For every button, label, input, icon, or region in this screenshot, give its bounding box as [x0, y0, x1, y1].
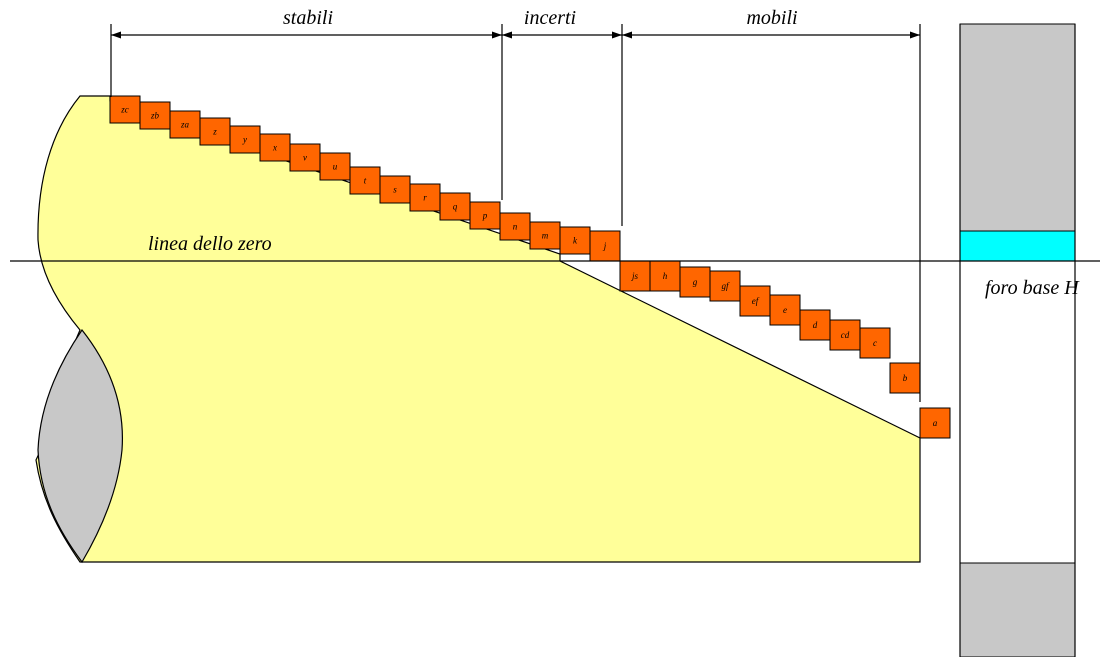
- deviation-box-v: v: [289, 143, 321, 172]
- deviation-box-y: y: [229, 125, 261, 154]
- deviation-box-z: z: [199, 117, 231, 146]
- deviation-box-u: u: [319, 152, 351, 181]
- deviation-box-m: m: [529, 221, 561, 250]
- deviation-code: u: [333, 162, 338, 172]
- deviation-code: h: [663, 271, 668, 281]
- deviation-box-h: h: [649, 260, 681, 292]
- shaft-section: [37, 328, 124, 564]
- deviation-box-p: p: [469, 201, 501, 230]
- deviation-box-x: x: [259, 133, 291, 162]
- deviation-code: m: [542, 231, 549, 241]
- deviation-box-c: c: [859, 327, 891, 359]
- deviation-code: b: [903, 373, 908, 383]
- label-stabili: stabili: [283, 7, 333, 29]
- hole-wall-bottom: [959, 562, 1076, 657]
- deviation-code: p: [482, 211, 488, 221]
- hole-part: [959, 23, 1076, 657]
- deviation-box-zc: zc: [109, 95, 141, 124]
- deviation-box-r: r: [409, 183, 441, 212]
- deviation-box-b: b: [889, 362, 921, 394]
- deviation-code: t: [364, 176, 367, 186]
- deviation-box-k: k: [559, 226, 591, 255]
- deviation-code: ef: [752, 296, 760, 306]
- hole-wall-top: [959, 23, 1076, 232]
- deviation-code: q: [453, 202, 458, 212]
- deviation-code: c: [873, 338, 877, 348]
- deviation-box-t: t: [349, 166, 381, 195]
- hole-tolerance-zone: [959, 230, 1076, 262]
- deviation-box-ef: ef: [739, 285, 771, 317]
- deviation-box-zb: zb: [139, 101, 171, 130]
- label-mobili: mobili: [746, 7, 797, 29]
- deviation-code: zc: [120, 105, 129, 115]
- dimension-arrows: [111, 31, 920, 39]
- deviation-code: v: [303, 153, 307, 163]
- deviation-code: j: [603, 241, 607, 251]
- deviation-box-za: za: [169, 110, 201, 139]
- deviation-code: n: [513, 222, 518, 232]
- deviation-box-cd: cd: [829, 319, 861, 351]
- deviation-code: a: [933, 418, 938, 428]
- deviation-box-a: a: [919, 407, 951, 439]
- deviation-box-g: g: [679, 266, 711, 298]
- deviation-box-d: d: [799, 309, 831, 341]
- deviation-box-e: e: [769, 294, 801, 326]
- deviation-box-gf: gf: [709, 270, 741, 302]
- deviation-code: y: [242, 135, 247, 145]
- deviation-code: cd: [841, 330, 850, 340]
- deviation-box-js: js: [619, 260, 651, 292]
- deviation-code: e: [783, 305, 787, 315]
- deviation-code: k: [573, 236, 578, 246]
- deviation-boxes: zc zb za z y x v u t s r q p n m k j js h g gf ef e d cd c b a: [109, 95, 951, 439]
- label-hole-base: foro base H: [985, 277, 1080, 299]
- deviation-box-n: n: [499, 212, 531, 241]
- dimension-lines: [110, 24, 921, 402]
- deviation-code: d: [813, 320, 818, 330]
- deviation-code: g: [693, 277, 698, 287]
- label-incerti: incerti: [524, 7, 576, 29]
- deviation-box-j: j: [589, 230, 621, 262]
- label-zero-line: linea dello zero: [148, 233, 272, 255]
- deviation-box-s: s: [379, 175, 411, 204]
- deviation-code: r: [423, 193, 427, 203]
- deviation-code: s: [393, 185, 397, 195]
- deviation-code: za: [180, 120, 190, 130]
- deviation-code: zb: [150, 111, 160, 121]
- deviation-box-q: q: [439, 192, 471, 221]
- deviation-code: z: [212, 127, 217, 137]
- shaft-body: [35, 95, 921, 563]
- deviation-code: x: [272, 143, 277, 153]
- deviation-code: js: [631, 271, 639, 281]
- deviation-code: gf: [721, 281, 730, 291]
